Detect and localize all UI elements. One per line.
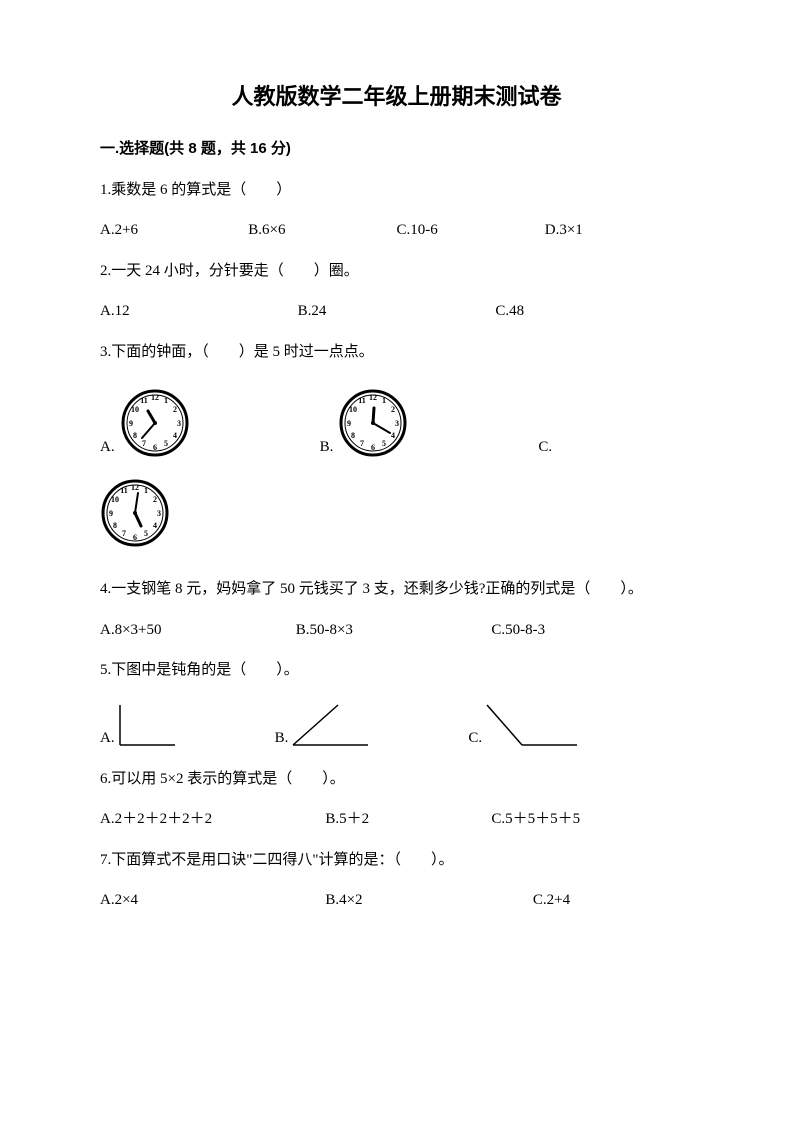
q1-opt-a: A.2+6: [100, 219, 248, 242]
svg-text:4: 4: [173, 431, 177, 440]
q6-opt-a: A.2＋2＋2＋2＋2: [100, 808, 325, 831]
q6-text: 6.可以用 5×2 表示的算式是（ ）。: [100, 768, 693, 791]
svg-text:7: 7: [122, 529, 126, 538]
clock-a-icon: 12 1 2 3 4 5 6 7 8 9 10 11: [120, 388, 190, 458]
svg-text:10: 10: [131, 405, 139, 414]
svg-text:9: 9: [347, 419, 351, 428]
page-title: 人教版数学二年级上册期末测试卷: [100, 80, 693, 113]
q2-opt-c: C.48: [495, 300, 693, 323]
svg-text:2: 2: [153, 495, 157, 504]
svg-text:11: 11: [140, 396, 148, 405]
question-4: 4.一支钢笔 8 元，妈妈拿了 50 元钱买了 3 支，还剩多少钱?正确的列式是…: [100, 578, 693, 641]
svg-text:2: 2: [173, 405, 177, 414]
clock-b-icon: 12 1 2 3 4 5 6 7 8 9 10 11: [338, 388, 408, 458]
question-6: 6.可以用 5×2 表示的算式是（ ）。 A.2＋2＋2＋2＋2 B.5＋2 C…: [100, 768, 693, 831]
q3-opt-a: A.: [100, 436, 115, 459]
svg-text:6: 6: [133, 533, 137, 542]
svg-text:10: 10: [349, 405, 357, 414]
svg-text:8: 8: [133, 431, 137, 440]
q1-opt-d: D.3×1: [545, 219, 693, 242]
q5-text: 5.下图中是钝角的是（ ）。: [100, 659, 693, 682]
q4-opt-a: A.8×3+50: [100, 619, 296, 642]
svg-text:6: 6: [153, 443, 157, 452]
q3-opt-b: B.: [320, 436, 334, 459]
svg-text:12: 12: [369, 393, 377, 402]
svg-text:11: 11: [120, 486, 128, 495]
svg-text:3: 3: [395, 419, 399, 428]
clock-c-icon: 12 1 2 3 4 5 6 7 8 9 10 11: [100, 478, 170, 548]
svg-text:10: 10: [111, 495, 119, 504]
q2-text: 2.一天 24 小时，分针要走（ ）圈。: [100, 260, 693, 283]
question-5: 5.下图中是钝角的是（ ）。 A. B. C.: [100, 659, 693, 750]
svg-text:1: 1: [164, 396, 168, 405]
svg-text:12: 12: [151, 393, 159, 402]
q1-text: 1.乘数是 6 的算式是（ ）: [100, 179, 693, 202]
question-2: 2.一天 24 小时，分针要走（ ）圈。 A.12 B.24 C.48: [100, 260, 693, 323]
svg-text:1: 1: [382, 396, 386, 405]
angle-acute-icon: [288, 700, 378, 750]
q2-opt-a: A.12: [100, 300, 298, 323]
q6-opt-c: C.5＋5＋5＋5: [491, 808, 693, 831]
svg-text:9: 9: [109, 509, 113, 518]
q3-opt-c: C.: [538, 439, 552, 455]
q7-opt-b: B.4×2: [325, 889, 533, 912]
svg-text:7: 7: [142, 439, 146, 448]
svg-text:5: 5: [164, 439, 168, 448]
svg-text:5: 5: [144, 529, 148, 538]
q7-text: 7.下面算式不是用口诀"二四得八"计算的是：（ ）。: [100, 849, 693, 872]
question-1: 1.乘数是 6 的算式是（ ） A.2+6 B.6×6 C.10-6 D.3×1: [100, 179, 693, 242]
svg-text:8: 8: [113, 521, 117, 530]
q3-text: 3.下面的钟面，（ ）是 5 时过一点点。: [100, 341, 693, 364]
angle-obtuse-icon: [482, 700, 582, 750]
q4-opt-c: C.50-8-3: [491, 619, 687, 642]
section-header: 一.选择题(共 8 题，共 16 分): [100, 138, 693, 161]
q4-opt-b: B.50-8×3: [296, 619, 492, 642]
svg-text:11: 11: [359, 396, 367, 405]
q6-opt-b: B.5＋2: [325, 808, 491, 831]
svg-text:4: 4: [153, 521, 157, 530]
svg-text:9: 9: [129, 419, 133, 428]
svg-text:3: 3: [177, 419, 181, 428]
svg-text:8: 8: [351, 431, 355, 440]
question-3: 3.下面的钟面，（ ）是 5 时过一点点。 A. 12 1 2 3 4 5 6 …: [100, 341, 693, 549]
q4-text: 4.一支钢笔 8 元，妈妈拿了 50 元钱买了 3 支，还剩多少钱?正确的列式是…: [100, 578, 693, 601]
q5-opt-a: A.: [100, 727, 115, 750]
q7-opt-c: C.2+4: [533, 889, 693, 912]
svg-text:7: 7: [360, 439, 364, 448]
q1-opt-b: B.6×6: [248, 219, 396, 242]
q7-opt-a: A.2×4: [100, 889, 325, 912]
svg-text:2: 2: [391, 405, 395, 414]
q1-opt-c: C.10-6: [397, 219, 545, 242]
q5-opt-b: B.: [275, 727, 289, 750]
svg-text:5: 5: [382, 439, 386, 448]
q2-opt-b: B.24: [298, 300, 496, 323]
svg-text:3: 3: [157, 509, 161, 518]
question-7: 7.下面算式不是用口诀"二四得八"计算的是：（ ）。 A.2×4 B.4×2 C…: [100, 849, 693, 912]
q5-opt-c: C.: [468, 727, 482, 750]
svg-text:4: 4: [391, 431, 395, 440]
svg-text:12: 12: [131, 483, 139, 492]
svg-text:6: 6: [371, 443, 375, 452]
svg-text:1: 1: [144, 486, 148, 495]
angle-right-icon: [115, 700, 185, 750]
